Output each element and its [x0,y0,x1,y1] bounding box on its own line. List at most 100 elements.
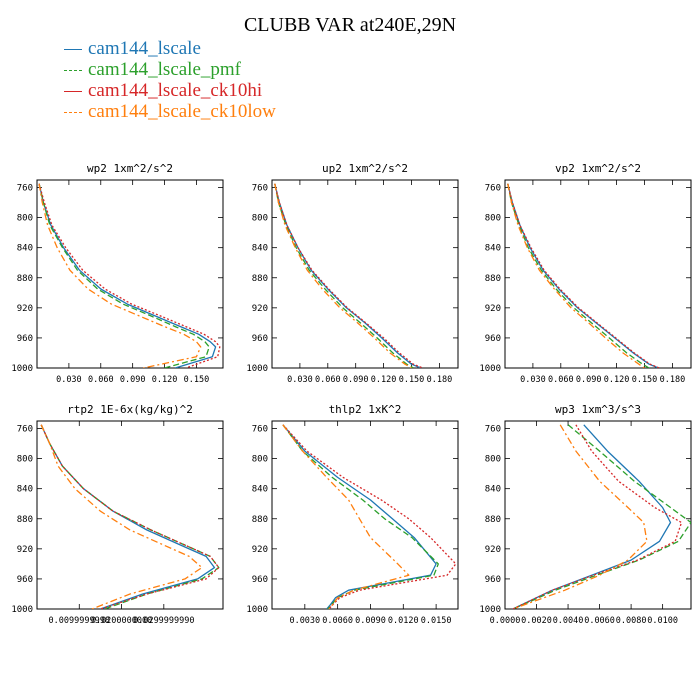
x-tick-label: 0.090 [120,375,146,385]
y-tick-label: 1000 [246,364,268,374]
x-tick-label: 0.0100 [647,616,678,626]
x-tick-label: 0.0200000000 [91,616,152,626]
y-tick-label: 840 [17,485,33,495]
x-tick-label: 0.090 [576,375,602,385]
x-tick-label: 0.0099999998 [49,616,110,626]
x-tick-label: 0.0150 [421,616,452,626]
plot-frame [504,179,692,369]
series-line [512,424,672,609]
legend-label: cam144_lscale [88,37,201,59]
series-line [274,183,423,368]
legend-item: cam144_lscale_ck10hi [64,80,276,101]
y-tick-label: 1000 [11,364,33,374]
plot-frame [504,420,692,610]
y-tick-label: 760 [17,425,33,435]
panel-title: wp3 1xm^3/s^3 [555,403,641,416]
legend-swatch [64,49,82,50]
legend-item: cam144_lscale [64,38,276,59]
x-tick-label: 0.060 [315,375,341,385]
x-tick-label: 0.030 [287,375,313,385]
series-line [40,424,220,609]
series-line [274,183,414,368]
legend-swatch [64,70,82,71]
x-tick-label: 0.180 [427,375,453,385]
y-tick-label: 920 [17,304,33,314]
y-tick-label: 880 [252,515,268,525]
y-tick-label: 760 [252,184,268,194]
x-tick-label: 0.030 [520,375,546,385]
plot-frame [271,420,459,610]
y-tick-label: 760 [485,425,501,435]
x-tick-label: 0.0090 [355,616,386,626]
y-tick-label: 1000 [479,605,501,615]
series-line [507,183,645,368]
y-tick-label: 800 [252,214,268,224]
series-line [38,183,217,368]
y-tick-label: 1000 [479,364,501,374]
figure-title: CLUBB VAR at240E,29N [243,14,457,36]
x-tick-label: 0.0020 [521,616,552,626]
y-tick-label: 840 [17,244,33,254]
x-tick-label: 0.120 [371,375,397,385]
y-tick-label: 880 [485,515,501,525]
panel-2: up2 1xm^2/s^2 760 800 840 880 920 960 1000 0.030… [246,162,459,385]
y-tick-label: 800 [252,455,268,465]
y-tick-label: 960 [252,334,268,344]
y-tick-label: 960 [17,334,33,344]
legend-item: cam144_lscale_pmf [64,59,276,80]
plot-frame [36,420,224,610]
x-tick-label: 0.150 [184,375,210,385]
legend-label: cam144_lscale_pmf [88,58,242,80]
series-line [282,424,457,609]
series-line [512,424,648,609]
panel-6: wp3 1xm^3/s^3 760 800 840 880 920 960 10000.000… [479,403,692,626]
panel-title: rtp2 1E-6x(kg/kg)^2 [67,403,193,416]
panel-title: wp2 1xm^2/s^2 [87,162,173,175]
series-line [38,183,202,368]
panel-1: wp2 1xm^2/s^2 760 800 840 880 920 960 1000 0.030… [11,162,224,385]
y-tick-label: 880 [17,515,33,525]
x-tick-label: 0.150 [632,375,658,385]
y-tick-label: 840 [485,485,501,495]
y-tick-label: 760 [17,184,33,194]
legend-label: cam144_lscale_ck10low [88,100,276,122]
x-tick-label: 0.030 [56,375,82,385]
series-line [40,424,203,609]
series-line [274,183,412,368]
series-line [512,424,683,609]
x-tick-label: 0.0299999990 [133,616,194,626]
x-tick-label: 0.0060 [584,616,615,626]
series-line [282,424,410,609]
y-tick-label: 880 [485,274,501,284]
y-tick-label: 960 [485,575,501,585]
series-line [512,424,691,609]
y-tick-label: 1000 [246,605,268,615]
legend: cam144_lscale cam144_lscale_pmf cam144_l… [64,38,276,122]
y-tick-label: 800 [17,455,33,465]
y-tick-label: 800 [485,455,501,465]
plot-frame [36,179,224,369]
panel-title: up2 1xm^2/s^2 [322,162,408,175]
panel-3: vp2 1xm^2/s^2 760 800 840 880 920 960 1000 0.030… [479,162,692,385]
y-tick-label: 800 [17,214,33,224]
legend-item: cam144_lscale_ck10low [64,101,276,122]
x-tick-label: 0.0000 [490,616,521,626]
series-line [507,183,659,368]
y-tick-label: 840 [252,485,268,495]
y-tick-label: 920 [17,545,33,555]
panel-title: vp2 1xm^2/s^2 [555,162,641,175]
x-tick-label: 0.0120 [388,616,419,626]
y-tick-label: 920 [252,304,268,314]
x-tick-label: 0.090 [343,375,369,385]
legend-swatch [64,112,82,113]
y-tick-label: 840 [485,244,501,254]
x-tick-label: 0.120 [152,375,178,385]
y-tick-label: 880 [252,274,268,284]
y-tick-label: 1000 [11,605,33,615]
series-line [38,183,221,368]
series-line [40,424,216,609]
y-tick-label: 920 [485,304,501,314]
x-tick-label: 0.120 [604,375,630,385]
